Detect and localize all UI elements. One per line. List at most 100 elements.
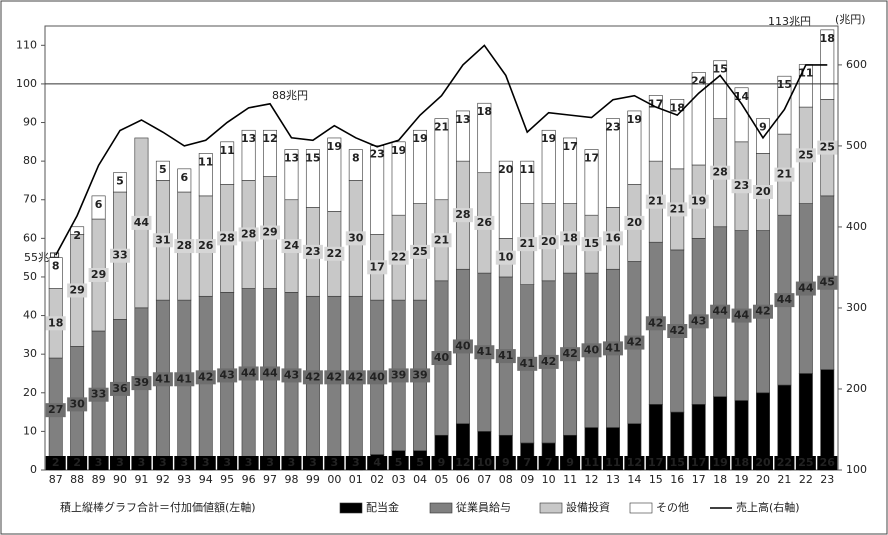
label-bg [410,456,431,470]
value-label: 22 [391,251,406,264]
label-bg [195,456,216,470]
value-label: 21 [434,121,449,134]
value-label: 26 [198,239,214,252]
label-bg [731,456,752,470]
x-tick-label: 10 [542,473,556,486]
label-bg [645,316,666,331]
value-label: 42 [648,316,663,329]
label-bg [345,231,366,246]
value-label: 43 [691,314,706,327]
value-label: 12 [627,456,642,469]
value-label: 44 [712,305,728,318]
label-bg [667,324,688,339]
value-label: 19 [327,140,342,153]
value-label: 3 [202,456,210,469]
label-bg [238,456,259,470]
value-label: 13 [241,132,256,145]
label-bg [110,456,131,470]
value-label: 9 [566,456,574,469]
label-bg [302,370,323,385]
value-label: 41 [605,341,620,354]
x-tick-label: 07 [477,473,491,486]
label-bg [645,456,666,470]
value-label: 29 [262,226,277,239]
x-tick-label: 90 [113,473,127,486]
bar-segment [348,149,363,181]
label-bg [624,335,645,350]
label-bg [431,351,452,366]
value-label: 21 [520,237,535,250]
value-label: 12 [455,456,470,469]
value-label: 3 [223,456,231,469]
label-bg [174,239,195,254]
bar-segment [648,95,663,162]
label-bg [131,376,152,391]
bar-segment [455,110,470,162]
value-label: 5 [416,456,424,469]
x-tick-label: 96 [242,473,256,486]
label-bg [367,370,388,385]
x-tick-label: 89 [92,473,106,486]
value-label: 41 [477,345,492,358]
label-bg [67,283,88,298]
value-label: 4 [373,456,381,469]
value-label: 19 [691,195,706,208]
y2-tick-label: 100 [846,463,867,476]
x-tick-label: 87 [49,473,63,486]
bar-segment [691,72,706,166]
label-bg [517,456,538,470]
annotation: 113兆円 [768,15,811,28]
value-label: 16 [605,231,621,244]
value-label: 29 [69,283,84,296]
label-bg [110,381,131,396]
value-label: 21 [670,202,685,215]
label-bg [560,456,581,470]
x-tick-label: 99 [306,473,320,486]
value-label: 8 [352,152,360,165]
label-bg [795,281,816,296]
value-label: 42 [327,370,342,383]
value-label: 3 [352,456,360,469]
value-label: 26 [477,216,493,229]
value-label: 28 [220,231,235,244]
label-bg [152,372,173,387]
value-label: 42 [348,370,363,383]
y-tick-label: 100 [16,77,37,90]
value-label: 41 [520,357,535,370]
label-bg [602,456,623,470]
bar-segment [305,149,320,208]
label-bg [645,194,666,209]
label-bg [795,456,816,470]
value-label: 24 [284,239,300,252]
sales-line [55,44,828,256]
x-tick-label: 12 [585,473,599,486]
label-bg [67,456,88,470]
value-label: 45 [820,276,835,289]
value-label: 2 [52,456,60,469]
label-bg [752,456,773,470]
x-tick-label: 03 [392,473,406,486]
y2-unit: (兆円) [835,13,866,26]
y-tick-label: 70 [23,193,37,206]
value-label: 19 [412,132,427,145]
value-label: 44 [134,216,150,229]
x-tick-label: 88 [70,473,84,486]
legend-swatch [339,502,363,514]
value-label: 26 [820,456,836,469]
label-bg [752,304,773,319]
label-bg [667,456,688,470]
label-bg [45,403,66,418]
y2-tick-label: 500 [846,139,867,152]
y-tick-label: 0 [30,463,37,476]
y2-tick-label: 400 [846,220,867,233]
legend-swatch [429,502,453,514]
label-bg [517,356,538,371]
bar-segment [70,226,85,235]
bar-segment [627,110,642,185]
value-label: 3 [159,456,167,469]
value-label: 9 [759,121,767,134]
label-bg [452,339,473,354]
value-label: 39 [391,368,406,381]
value-label: 28 [177,239,192,252]
